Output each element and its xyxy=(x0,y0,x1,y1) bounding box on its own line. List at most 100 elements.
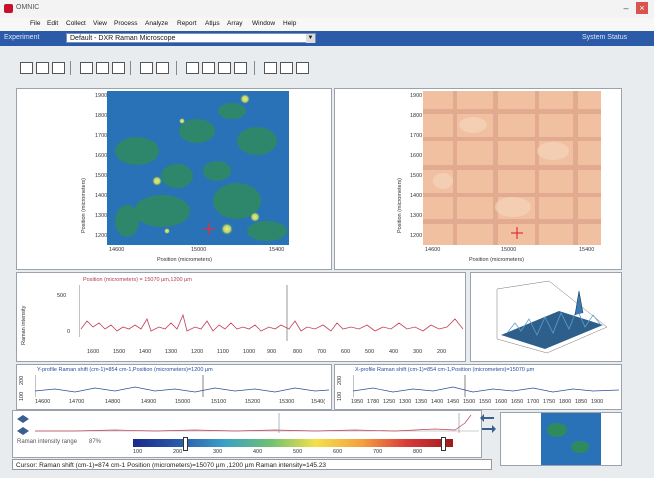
minimize-button[interactable]: – xyxy=(623,3,629,13)
map2-ylabel: Position (micrometers) xyxy=(397,177,403,233)
spectrum-xtick: 1300 xyxy=(165,349,178,355)
map-panel-right[interactable]: Position (micrometers) 1900 1800 1700 16… xyxy=(334,88,622,270)
profile1-plot[interactable] xyxy=(35,375,329,397)
map-regions xyxy=(115,103,287,241)
close-button[interactable]: × xyxy=(636,2,648,14)
view-icon[interactable] xyxy=(296,62,309,74)
profile2-xtick: 1250 xyxy=(383,399,396,405)
map2-ytick: 1900 xyxy=(410,93,423,99)
map1-ytick: 1400 xyxy=(95,193,108,199)
map2-ytick: 1700 xyxy=(410,133,423,139)
3d-surface xyxy=(501,311,603,349)
profile-panel-right[interactable]: 200 100 X-profile Raman shift (cm-1)=854… xyxy=(334,364,622,410)
print-icon[interactable] xyxy=(52,62,65,74)
histogram-plot[interactable] xyxy=(35,413,479,435)
profile2-xtick: 1650 xyxy=(511,399,524,405)
grid-3-icon[interactable] xyxy=(264,62,277,74)
colorbar-tick: 300 xyxy=(213,449,223,455)
menu-collect[interactable]: Collect xyxy=(66,20,86,27)
profile2-xtick: 1750 xyxy=(543,399,556,405)
spectrum-icon[interactable] xyxy=(280,62,293,74)
camera-icon[interactable] xyxy=(234,62,247,74)
system-status-button[interactable]: System Status xyxy=(582,34,628,41)
profile1-xtick: 14800 xyxy=(105,399,121,405)
cut-icon[interactable] xyxy=(80,62,93,74)
profile1-xtick: 14900 xyxy=(141,399,157,405)
menu-array[interactable]: Array xyxy=(227,20,243,27)
menu-edit[interactable]: Edit xyxy=(47,20,59,27)
thumbnail-region xyxy=(547,423,567,437)
profile2-xtick: 1850 xyxy=(575,399,588,405)
menu-analyze[interactable]: Analyze xyxy=(145,20,169,27)
profile2-xtick: 1400 xyxy=(431,399,444,405)
colorbar-tick: 400 xyxy=(253,449,263,455)
thumbnail-map[interactable] xyxy=(541,413,601,465)
search-icon[interactable] xyxy=(218,62,231,74)
spectrum-plot[interactable] xyxy=(79,285,465,345)
profile2-xtick: 1780 xyxy=(367,399,380,405)
spectrum-xtick: 500 xyxy=(365,349,375,355)
experiment-value: Default - DXR Raman Microscope xyxy=(70,35,176,42)
export-icon[interactable] xyxy=(112,62,125,74)
profile2-xtick: 1350 xyxy=(415,399,428,405)
colorbar-tick: 500 xyxy=(293,449,303,455)
menu-process[interactable]: Process xyxy=(114,20,138,27)
color-scale-bar[interactable] xyxy=(133,439,453,447)
spectrum-xtick: 300 xyxy=(413,349,423,355)
3d-surface-plot[interactable] xyxy=(479,279,615,357)
menu-report[interactable]: Report xyxy=(177,20,197,27)
chevron-down-icon[interactable]: ▼ xyxy=(306,34,315,43)
spectrum-panel[interactable]: Raman intensity 500 0 Position (micromet… xyxy=(16,272,466,362)
map-panel-left[interactable]: Position (micrometers) 1900 1800 1700 16… xyxy=(16,88,332,270)
menu-file[interactable]: File xyxy=(30,20,41,27)
spectrum-line xyxy=(80,313,464,332)
menu-view[interactable]: View xyxy=(93,20,107,27)
color-range-panel[interactable]: Raman intensity range 87% 100 200 300 40… xyxy=(12,410,482,458)
nav-arrows-icon[interactable] xyxy=(480,412,496,436)
profile-panel-left[interactable]: 200 100 Y-profile Raman shift (cm-1)=854… xyxy=(16,364,332,410)
spectrum-xtick: 800 xyxy=(293,349,303,355)
menu-help[interactable]: Help xyxy=(283,20,297,27)
3d-surface-panel[interactable] xyxy=(470,272,622,362)
app-icon xyxy=(4,4,13,13)
crosshair-icon xyxy=(203,223,215,235)
profile2-xtick: 1500 xyxy=(463,399,476,405)
open-icon[interactable] xyxy=(20,62,33,74)
profile2-plot[interactable] xyxy=(353,375,619,397)
grid-2-icon[interactable] xyxy=(156,62,169,74)
profile1-xtick: 14700 xyxy=(69,399,85,405)
histogram-line xyxy=(35,414,472,432)
map-icon[interactable] xyxy=(186,62,199,74)
map2-xtick: 15400 xyxy=(579,247,595,253)
save-icon[interactable] xyxy=(36,62,49,74)
video-image[interactable] xyxy=(423,91,601,245)
menu-atlus[interactable]: Atlµs xyxy=(205,20,220,27)
spectrum-xtick: 600 xyxy=(341,349,351,355)
profile2-line xyxy=(353,386,619,393)
zoom-icon[interactable] xyxy=(96,62,109,74)
spectrum-xtick: 400 xyxy=(389,349,399,355)
image-icon[interactable] xyxy=(202,62,215,74)
colorbar-tick: 800 xyxy=(413,449,423,455)
range-percent: 87% xyxy=(89,439,102,445)
range-handle-low[interactable] xyxy=(183,437,188,451)
spectrum-xtick: 200 xyxy=(437,349,447,355)
thumbnail-panel[interactable] xyxy=(500,412,622,466)
spectrum-xtick: 1400 xyxy=(139,349,152,355)
title-bar: OMNIC – × xyxy=(0,0,654,19)
map1-ytick: 1500 xyxy=(95,173,108,179)
raman-map-image[interactable] xyxy=(107,91,289,245)
arrows-icon[interactable] xyxy=(15,413,31,439)
map1-ytick: 1600 xyxy=(95,153,108,159)
grid-icon[interactable] xyxy=(140,62,153,74)
map1-ytick: 1800 xyxy=(95,113,108,119)
experiment-select[interactable]: Default - DXR Raman Microscope ▼ xyxy=(66,33,316,43)
range-handle-high[interactable] xyxy=(441,437,446,451)
colorbar-tick: 700 xyxy=(373,449,383,455)
toolbar-separator xyxy=(130,61,131,75)
profile1-line xyxy=(35,386,329,393)
colorbar-tick: 100 xyxy=(133,449,143,455)
profile1-xtick: 15200 xyxy=(245,399,261,405)
menu-window[interactable]: Window xyxy=(252,20,276,27)
3d-peaks xyxy=(506,307,602,336)
